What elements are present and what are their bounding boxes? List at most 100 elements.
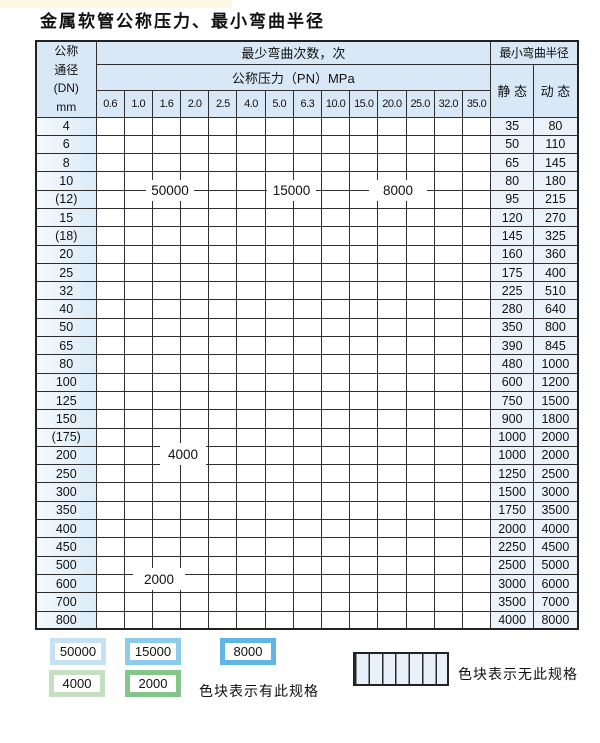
static-cell: 3000: [490, 573, 535, 594]
dynamic-cell: 180: [533, 171, 579, 191]
table-row: 350 1750 3500: [35, 500, 579, 521]
dynamic-cell: 1800: [533, 409, 579, 429]
grid-cell: [292, 336, 323, 356]
dynamic-cell: 215: [533, 189, 579, 209]
grid-cell: [433, 390, 463, 411]
pressure-tick: 25.0: [405, 89, 435, 118]
static-cell: 1000: [490, 427, 535, 447]
grid-cell: [264, 281, 294, 301]
grid-cell: [208, 390, 238, 411]
grid-cell: [180, 519, 210, 539]
grid-cell: [349, 281, 379, 301]
grid-cell: [377, 409, 407, 429]
grid-cell: [95, 336, 125, 356]
grid-cell: [95, 445, 125, 466]
grid-cell: [123, 482, 153, 502]
grid-cell: [433, 226, 463, 246]
grid-cell: [320, 409, 351, 429]
table-row: 400 2000 4000: [35, 519, 579, 539]
grid-cell: [377, 354, 407, 374]
grid-cell: [433, 372, 463, 392]
grid-cell: [377, 519, 407, 539]
grid-cell: [264, 610, 294, 630]
grid-cell: [95, 390, 125, 411]
dn-cell: 100: [35, 372, 97, 392]
grid-cell: [461, 134, 492, 155]
dn-cell: 10: [35, 171, 97, 191]
grid-cell: [208, 610, 238, 630]
grid-cell: [320, 537, 351, 557]
grid-cell: [151, 336, 182, 356]
table-row: 65 390 845: [35, 336, 579, 356]
grid-cell: [405, 592, 435, 612]
grid-cell: [151, 372, 182, 392]
grid-cell: [151, 519, 182, 539]
grid-cell: [264, 464, 294, 484]
grid-cell: [405, 372, 435, 392]
grid-cell: [377, 573, 407, 594]
grid-cell: [151, 500, 182, 521]
static-cell: 3500: [490, 592, 535, 612]
dynamic-cell: 6000: [533, 573, 579, 594]
grid-cell: [320, 372, 351, 392]
grid-cell: [320, 390, 351, 411]
grid-cell: [405, 409, 435, 429]
grid-cell: [123, 610, 153, 630]
grid-cell: [349, 592, 379, 612]
grid-cell: [236, 390, 266, 411]
grid-cell: [433, 281, 463, 301]
grid-cell: [264, 390, 294, 411]
grid-cell: [461, 262, 492, 283]
grid-cell: [95, 482, 125, 502]
grid-cell: [433, 336, 463, 356]
grid-cell: [180, 244, 210, 264]
table-row: 15 120 270: [35, 207, 579, 228]
grid-cell: [180, 482, 210, 502]
grid-cell: [349, 464, 379, 484]
grid-cell: [264, 409, 294, 429]
grid-cell: [236, 592, 266, 612]
grid-cell: [405, 336, 435, 356]
static-cell: 1750: [490, 500, 535, 521]
grid-cell: [180, 372, 210, 392]
dynamic-cell: 4500: [533, 537, 579, 557]
grid-cell: [264, 573, 294, 594]
grid-cell: [405, 390, 435, 411]
grid-cell: [320, 555, 351, 575]
grid-cell: [95, 244, 125, 264]
grid-cell: [236, 500, 266, 521]
grid-cell: [349, 573, 379, 594]
grid-cell: [292, 226, 323, 246]
grid-cell: [123, 464, 153, 484]
dn-cell: 32: [35, 281, 97, 301]
grid-cell: [180, 592, 210, 612]
grid-cell: [123, 537, 153, 557]
grid-cell: [123, 336, 153, 356]
grid-cell: [377, 500, 407, 521]
grid-cell: [405, 116, 435, 136]
static-cell: 120: [490, 207, 535, 228]
dynamic-cell: 80: [533, 116, 579, 136]
grid-cell: [461, 354, 492, 374]
static-cell: 95: [490, 189, 535, 209]
grid-cell: [292, 116, 323, 136]
grid-cell: [461, 464, 492, 484]
grid-cell: [151, 409, 182, 429]
grid-cell: [461, 317, 492, 338]
grid-cell: [208, 500, 238, 521]
grid-cell: [405, 244, 435, 264]
grid-cell: [95, 317, 125, 338]
grid-cell: [236, 409, 266, 429]
grid-cell: [236, 610, 266, 630]
grid-cell: [208, 555, 238, 575]
scan-artifact-strip: [0, 0, 232, 8]
dn-cell: 300: [35, 482, 97, 502]
dynamic-cell: 1200: [533, 372, 579, 392]
grid-cell: [292, 427, 323, 447]
grid-cell: [236, 336, 266, 356]
grid-cell: [349, 336, 379, 356]
legend-swatch-15000: 15000: [125, 638, 181, 665]
grid-cell: [405, 226, 435, 246]
grid-cell: [292, 573, 323, 594]
bend-count-header: 最少弯曲次数，次: [95, 40, 492, 65]
